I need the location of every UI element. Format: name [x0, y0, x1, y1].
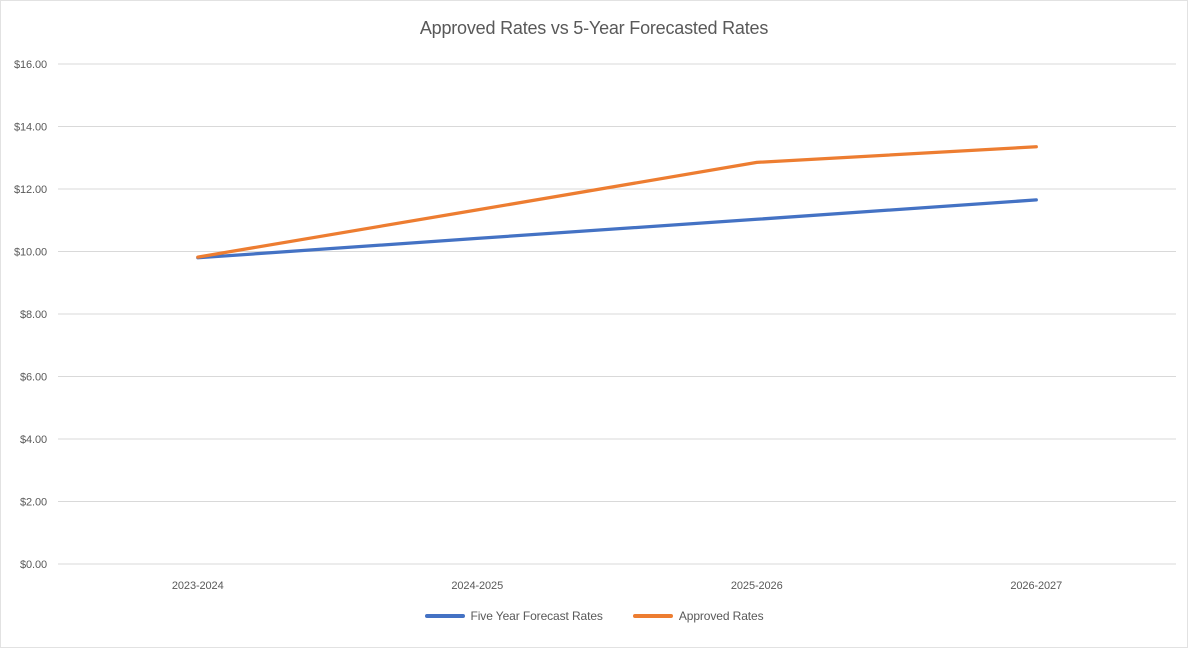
- legend-label: Approved Rates: [678, 609, 764, 623]
- y-axis-tick-label: $8.00: [20, 309, 47, 321]
- y-axis-tick-label: $0.00: [20, 559, 47, 571]
- legend-item-approved-rates: Approved Rates: [632, 609, 764, 623]
- legend-item-five-year-forecast-rates: Five Year Forecast Rates: [424, 609, 603, 623]
- legend-line-swatch: [424, 614, 465, 618]
- y-axis-tick-label: $10.00: [14, 247, 47, 259]
- chart-legend: Five Year Forecast Rates Approved Rates: [1, 609, 1187, 623]
- series-line-approved-rates: [196, 145, 1038, 259]
- x-axis-tick-label: 2025-2026: [731, 580, 783, 592]
- y-axis-tick-label: $12.00: [14, 184, 47, 196]
- chart-title: Approved Rates vs 5-Year Forecasted Rate…: [419, 18, 769, 38]
- y-axis-tick-label: $4.00: [20, 434, 47, 446]
- y-axis-tick-label: $2.00: [20, 497, 47, 509]
- y-axis-tick-label: $6.00: [20, 372, 47, 384]
- y-axis-tick-label: $16.00: [14, 59, 47, 71]
- legend-line-swatch: [632, 614, 673, 618]
- y-axis-tick-label: $14.00: [14, 122, 47, 134]
- x-axis-tick-label: 2024-2025: [451, 580, 503, 592]
- x-axis-tick-label: 2026-2027: [1010, 580, 1062, 592]
- series-line-five-year-forecast-rates: [196, 198, 1038, 260]
- x-axis-tick-label: 2023-2024: [172, 580, 224, 592]
- legend-label: Five Year Forecast Rates: [470, 609, 603, 623]
